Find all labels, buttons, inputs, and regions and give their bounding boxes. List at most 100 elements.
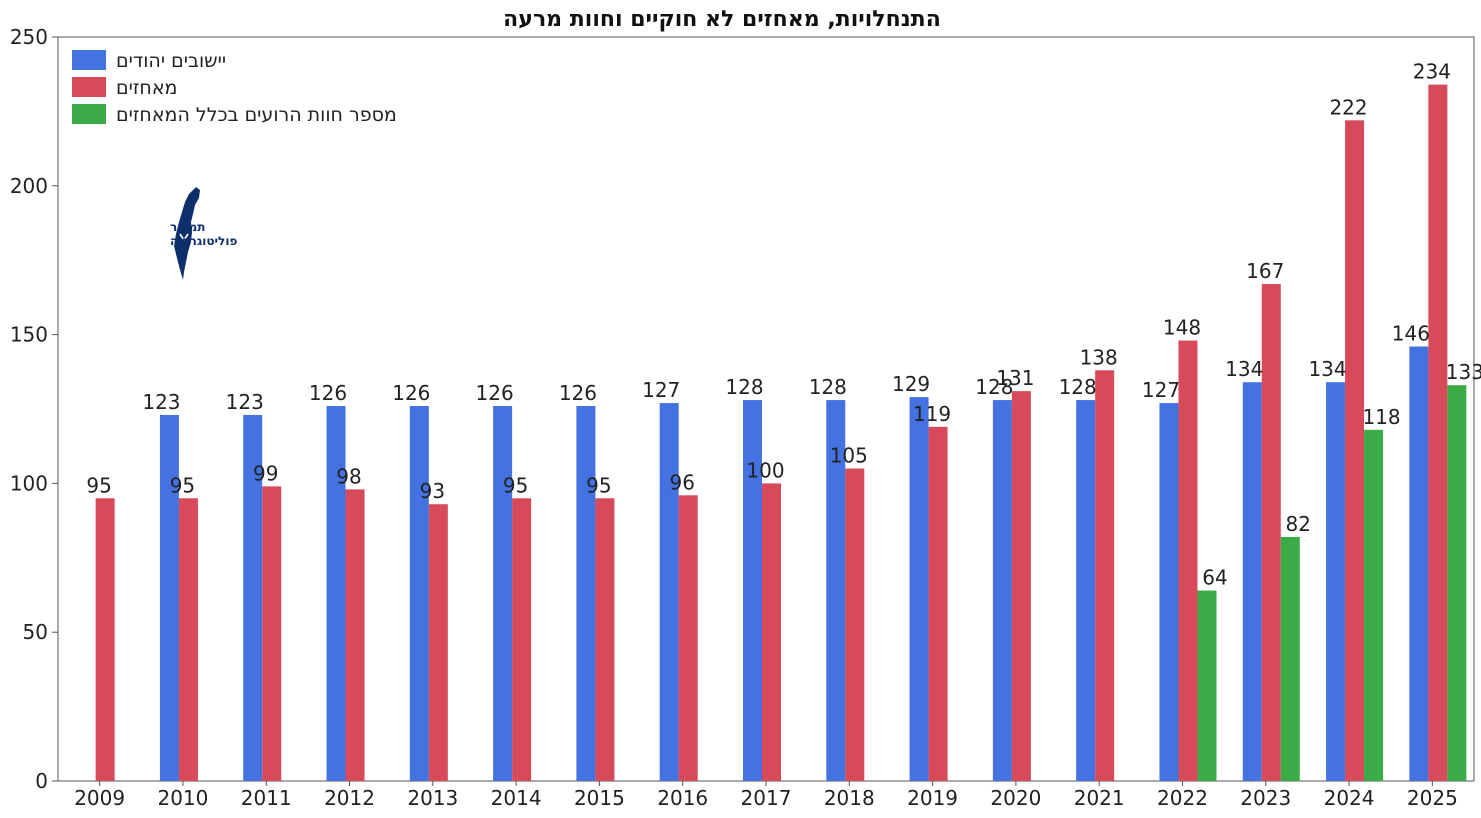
x-tick-label: 2021 <box>1074 786 1125 810</box>
data-label: 126 <box>392 381 430 405</box>
data-label: 99 <box>253 461 278 485</box>
data-label: 126 <box>476 381 514 405</box>
bar <box>345 489 365 781</box>
data-label: 133 <box>1446 360 1481 384</box>
data-label: 167 <box>1246 259 1284 283</box>
data-label: 93 <box>420 479 445 503</box>
bar <box>178 498 198 781</box>
bar <box>1159 403 1179 781</box>
data-label: 64 <box>1202 566 1227 590</box>
x-tick-label: 2023 <box>1240 786 1291 810</box>
bar <box>428 504 448 781</box>
x-axis: 2009 2010 2011 2012 2013 2014 2015 2016 2017 2018… <box>74 781 1458 810</box>
bar <box>659 403 679 781</box>
x-tick-label: 2020 <box>990 786 1041 810</box>
logo: תמרור פוליטוגרפיה <box>170 187 237 280</box>
bar <box>1095 370 1115 781</box>
x-tick-label: 2018 <box>824 786 875 810</box>
bar <box>1178 340 1198 781</box>
x-tick-label: 2015 <box>574 786 625 810</box>
data-label: 127 <box>1142 378 1180 402</box>
bar <box>1076 400 1096 781</box>
y-tick-label: 150 <box>10 323 48 347</box>
data-label: 98 <box>336 464 361 488</box>
bar <box>1261 284 1281 781</box>
x-tick-label: 2017 <box>741 786 792 810</box>
legend-label: מספר חוות הרועים בכלל המאחזים <box>116 104 397 126</box>
data-label: 134 <box>1308 357 1346 381</box>
data-label: 119 <box>913 402 951 426</box>
x-tick-label: 2011 <box>241 786 292 810</box>
legend-label: מאחזים <box>116 77 177 99</box>
legend-label: יישובים יהודים <box>116 50 226 72</box>
data-label: 129 <box>892 372 930 396</box>
bar <box>1447 385 1467 781</box>
bar <box>326 406 346 781</box>
bar <box>1011 391 1031 781</box>
bar <box>1364 429 1384 781</box>
data-label: 128 <box>975 375 1013 399</box>
bar <box>762 483 781 781</box>
bar <box>595 498 615 781</box>
data-label: 95 <box>586 473 611 497</box>
data-label: 131 <box>996 366 1034 390</box>
x-tick-label: 2016 <box>657 786 708 810</box>
bar <box>1428 84 1448 782</box>
logo-line-2: פוליטוגרפיה <box>170 234 237 248</box>
bar <box>1197 590 1217 781</box>
data-label: 105 <box>830 444 868 468</box>
x-tick-label: 2009 <box>74 786 125 810</box>
data-label: 128 <box>1059 375 1097 399</box>
y-tick-label: 250 <box>10 25 48 49</box>
data-label: 100 <box>746 458 784 482</box>
data-label: 95 <box>503 473 528 497</box>
bar <box>909 397 929 781</box>
bar <box>262 486 282 781</box>
data-label: 96 <box>669 470 694 494</box>
data-label: 82 <box>1286 512 1311 536</box>
x-tick-label: 2012 <box>324 786 375 810</box>
y-tick-label: 100 <box>10 471 48 495</box>
bar <box>576 406 596 781</box>
data-label: 123 <box>226 390 264 414</box>
legend-swatch <box>72 50 106 70</box>
data-label: 118 <box>1362 405 1400 429</box>
y-tick-label: 50 <box>23 620 48 644</box>
data-label: 128 <box>809 375 847 399</box>
legend: יישובים יהודים מאחזים מספר חוות הרועים בכל… <box>72 50 397 126</box>
legend-swatch <box>72 77 106 97</box>
bar <box>1326 382 1346 781</box>
x-tick-label: 2013 <box>407 786 458 810</box>
bar <box>1409 346 1429 781</box>
x-tick-label: 2019 <box>907 786 958 810</box>
chart-title: התנחלויות, מאחזים לא חוקיים וחוות מרעה <box>503 7 941 32</box>
data-label: 222 <box>1329 95 1367 119</box>
bar <box>1242 382 1262 781</box>
y-axis: 0 50 100 150 200 250 <box>10 25 58 793</box>
bar <box>493 406 513 781</box>
data-label: 95 <box>170 473 195 497</box>
x-tick-label: 2024 <box>1324 786 1375 810</box>
data-label: 138 <box>1080 345 1118 369</box>
data-label: 126 <box>309 381 347 405</box>
bar <box>678 495 698 781</box>
x-tick-label: 2022 <box>1157 786 1208 810</box>
y-tick-label: 200 <box>10 174 48 198</box>
x-tick-label: 2014 <box>491 786 542 810</box>
data-label: 146 <box>1392 322 1430 346</box>
data-label: 134 <box>1225 357 1263 381</box>
bars <box>95 84 1467 782</box>
data-label: 148 <box>1163 316 1201 340</box>
data-label: 127 <box>642 378 680 402</box>
logo-line-1: תמרור <box>170 220 205 234</box>
y-tick-label: 0 <box>35 769 48 793</box>
data-label: 123 <box>142 390 180 414</box>
bar <box>409 406 429 781</box>
data-label: 128 <box>725 375 763 399</box>
bar <box>743 400 762 781</box>
bar <box>928 426 948 781</box>
legend-swatch <box>72 104 106 124</box>
bar <box>826 400 846 781</box>
